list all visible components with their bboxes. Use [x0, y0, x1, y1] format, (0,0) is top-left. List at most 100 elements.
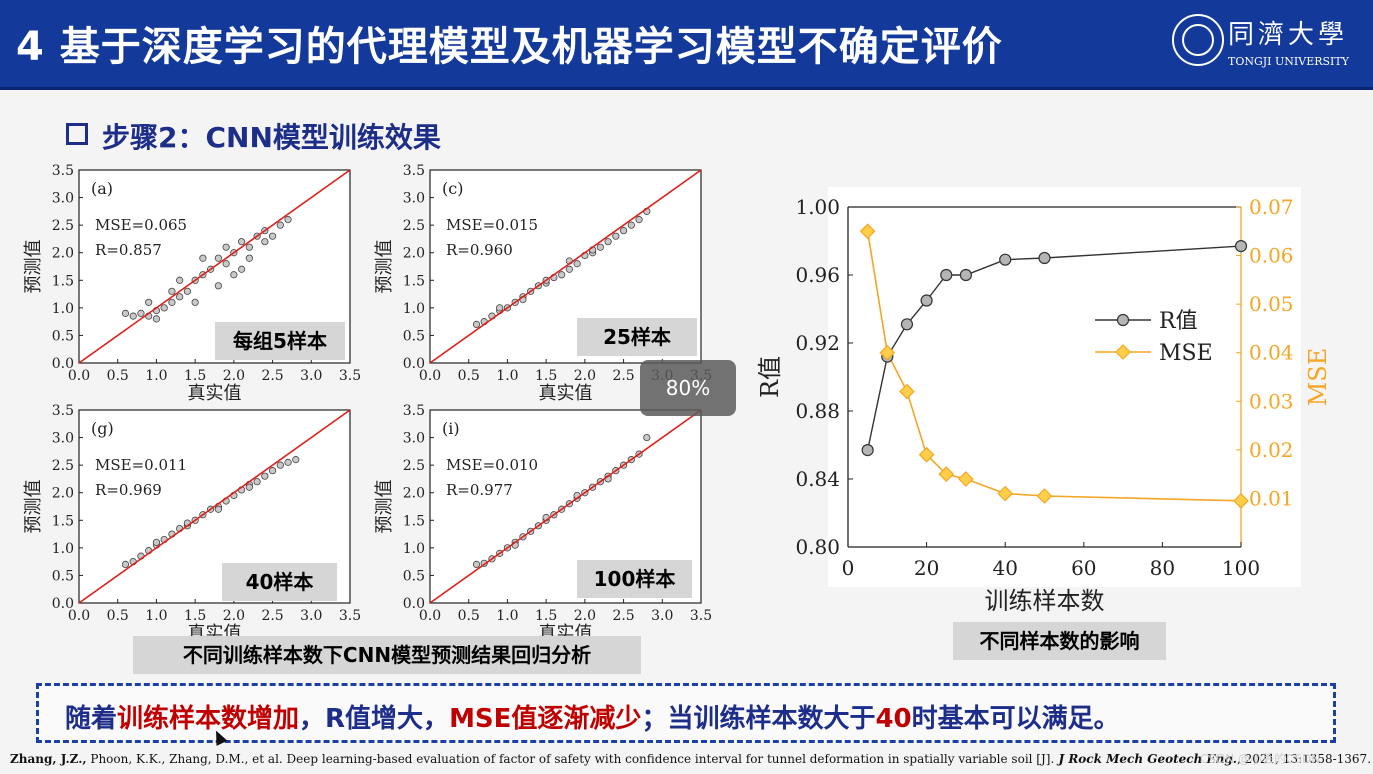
- x-tick-label: 0.0: [68, 368, 90, 384]
- y2-tick-label: 0.06: [1249, 244, 1294, 268]
- y-tick-label: 0.88: [795, 399, 840, 423]
- scatter-point: [573, 260, 581, 268]
- x-tick-label: 0.0: [419, 608, 441, 624]
- y-tick-label: 3.0: [52, 191, 74, 207]
- x-tick-label: 2.0: [223, 608, 245, 624]
- y-tick-label: 3.5: [52, 403, 74, 419]
- y-tick-label: 1.0: [52, 541, 74, 557]
- y-tick-label: 2.0: [52, 246, 74, 262]
- scatter-point: [253, 478, 261, 486]
- x-tick-label: 0.5: [107, 368, 129, 384]
- scatter-point: [627, 221, 635, 229]
- y-tick-label: 1.5: [52, 273, 74, 289]
- zoom-indicator: 80%: [640, 360, 736, 416]
- y2-tick-label: 0.02: [1249, 438, 1294, 462]
- footer-journal: J Rock Mech Geotech Eng.: [1054, 752, 1237, 766]
- mse-series-point: [879, 344, 896, 361]
- scatter-point: [245, 254, 253, 262]
- y2-tick-label: 0.07: [1249, 195, 1294, 219]
- r-series-point: [940, 268, 953, 282]
- panel-label: (c): [442, 179, 463, 198]
- y-tick-label: 1.0: [403, 301, 425, 317]
- conclusion-highlight: MSE值逐渐减少: [449, 704, 642, 734]
- y-tick-label: 1.5: [403, 513, 425, 529]
- y-tick-label: 0.92: [795, 331, 840, 355]
- y-tick-label: 0.84: [795, 467, 840, 491]
- x-axis-label: 真实值: [539, 383, 593, 404]
- mse-series-point: [859, 223, 876, 240]
- y-tick-label: 0.80: [795, 535, 840, 559]
- scatter-point: [261, 472, 269, 480]
- x-tick-label: 3.0: [651, 608, 673, 624]
- scatter-point: [268, 232, 277, 240]
- r-series-point: [999, 253, 1012, 266]
- conclusion-box: 随着训练样本数增加，R值增大，MSE值逐渐减少；当训练样本数大于40时基本可以满…: [36, 683, 1336, 743]
- panel-label: (g): [91, 419, 114, 438]
- y-tick-label: 2.5: [403, 218, 425, 234]
- y2-axis-label: MSE: [1304, 348, 1332, 407]
- scatter-point: [238, 238, 246, 246]
- r-annotation: R=0.969: [95, 481, 162, 499]
- y2-tick-label: 0.01: [1249, 486, 1294, 510]
- x-tick-label: 3.0: [300, 368, 322, 384]
- university-logo-english: TONGJI UNIVERSITY: [1228, 55, 1349, 68]
- caption-100-samples: 100样本: [577, 560, 692, 598]
- r-series-point: [861, 444, 874, 457]
- y-tick-label: 0.5: [52, 328, 74, 344]
- section-subtitle: 步骤2：CNN模型训练效果: [102, 121, 441, 154]
- scatter-point: [183, 287, 191, 295]
- mse-annotation: MSE=0.065: [95, 216, 187, 234]
- y-tick-label: 3.5: [403, 163, 425, 179]
- y-tick-label: 2.5: [52, 218, 74, 234]
- conclusion-part: ，R值增大，: [299, 704, 450, 734]
- scatter-point: [160, 304, 168, 312]
- identity-line: [429, 169, 702, 364]
- y-tick-label: 1.0: [403, 541, 425, 557]
- mse-series-point: [958, 471, 974, 487]
- mse-annotation: MSE=0.015: [446, 216, 538, 234]
- identity-line: [429, 409, 702, 604]
- x-axis-label: 训练样本数: [985, 587, 1105, 615]
- x-tick-label: 2.0: [574, 368, 596, 384]
- x-tick-label: 1.5: [184, 368, 206, 384]
- scatter-point: [604, 238, 612, 246]
- footer-year: , 2021, 13:1358-1367.: [1236, 752, 1372, 766]
- conclusion-part: 随着: [65, 704, 118, 734]
- scatter-point: [168, 298, 176, 306]
- y-axis-label: R值: [756, 356, 784, 398]
- y-axis-label: 预测值: [23, 240, 44, 294]
- y-tick-label: 3.0: [52, 431, 74, 447]
- title-bar: 4 基于深度学习的代理模型及机器学习模型不确定评价 同濟大學 TONGJI UN…: [0, 0, 1373, 90]
- scatter-point: [565, 265, 573, 273]
- y-tick-label: 0.0: [403, 596, 425, 612]
- y-tick-label: 2.0: [403, 246, 425, 262]
- mse-annotation: MSE=0.011: [95, 456, 187, 474]
- x-tick-label: 2.5: [612, 368, 634, 384]
- x-tick-label: 0: [842, 556, 855, 580]
- x-tick-label: 2.5: [612, 608, 634, 624]
- scatter-point: [129, 312, 137, 320]
- scatter-point: [284, 458, 292, 466]
- scatter-point: [472, 320, 481, 328]
- y2-tick-label: 0.03: [1249, 389, 1294, 413]
- x-tick-label: 2.5: [261, 368, 283, 384]
- x-tick-label: 0.5: [458, 368, 480, 384]
- y-tick-label: 2.5: [403, 458, 425, 474]
- y-axis-label: 预测值: [374, 240, 395, 294]
- y-tick-label: 0.0: [52, 596, 74, 612]
- x-tick-label: 1.0: [496, 608, 518, 624]
- conclusion-part: ；当训练样本数大于: [641, 704, 876, 734]
- r-series-point: [900, 318, 914, 331]
- caption-5-samples: 每组5样本: [215, 322, 345, 360]
- x-tick-label: 0.0: [68, 608, 90, 624]
- mse-series-point: [997, 485, 1014, 502]
- scatter-point: [230, 271, 238, 279]
- footer-citation: Phoon, K.K., Zhang, D.M., et al. Deep le…: [86, 752, 1055, 766]
- x-tick-label: 0.5: [107, 608, 129, 624]
- scatter-point: [612, 232, 620, 240]
- scatter-point: [276, 221, 284, 229]
- scatter-point: [214, 254, 222, 262]
- x-tick-label: 0.5: [458, 608, 480, 624]
- identity-line: [78, 409, 351, 604]
- mse-series-point: [1233, 493, 1249, 509]
